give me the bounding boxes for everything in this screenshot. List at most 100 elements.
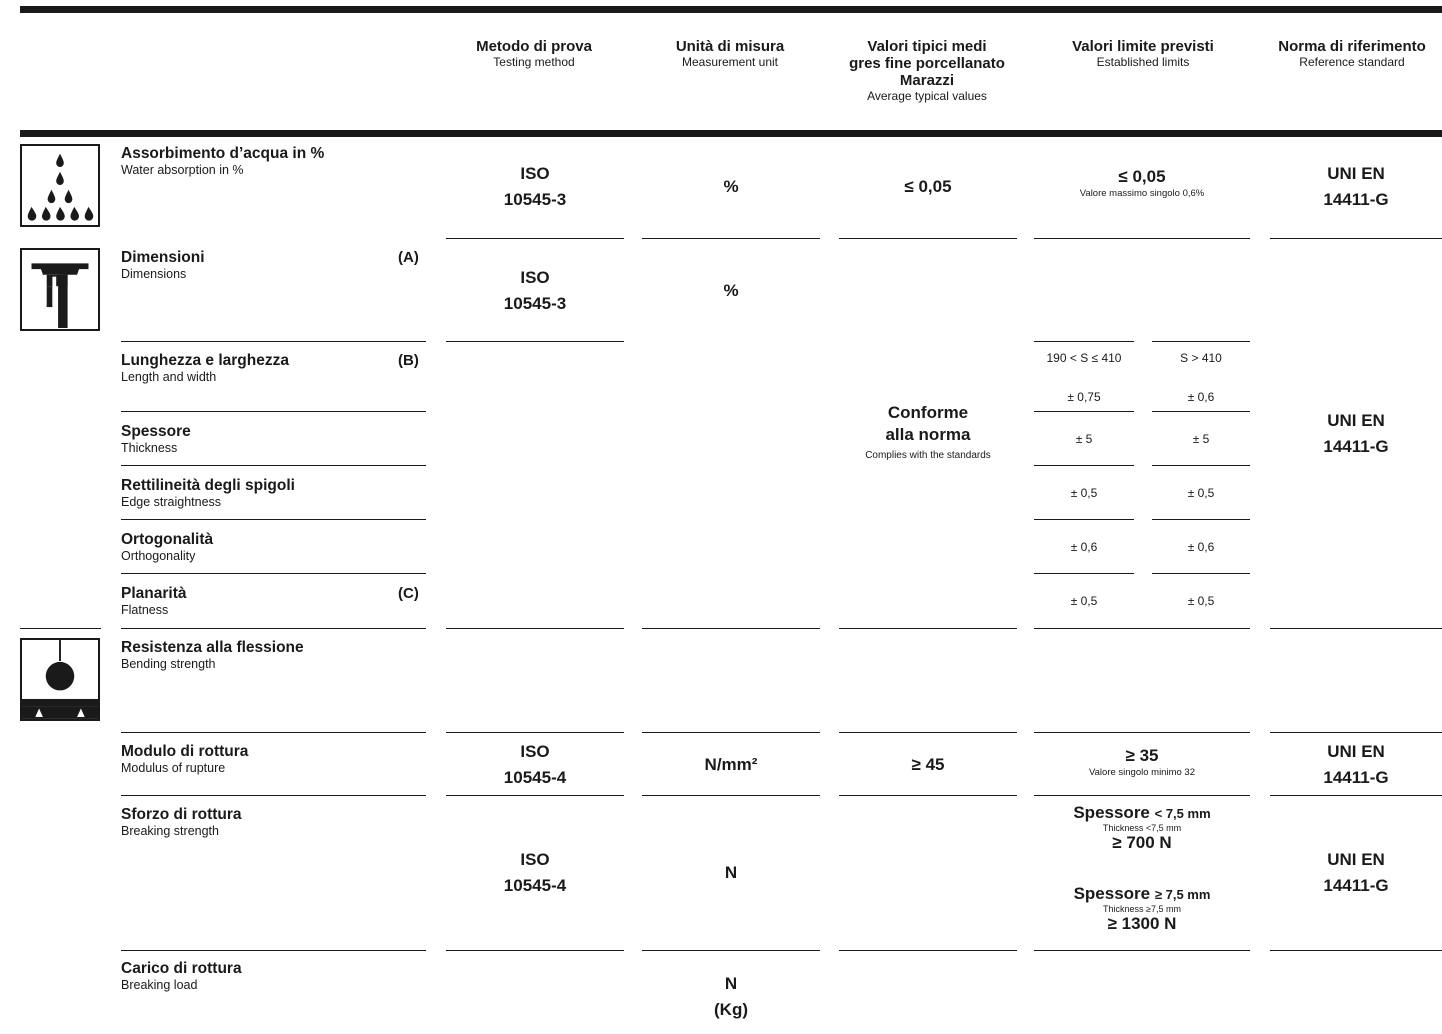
label-bending-strength: Resistenza alla flessione Bending streng… [121,639,304,671]
water-standard: UNI EN 14411-G [1323,164,1389,209]
rule [1034,341,1134,342]
range-edge-2: ± 0,5 [1187,486,1215,500]
range-orthogonality-2: ± 0,6 [1187,540,1215,554]
breaking-load-unit: N (Kg) [714,974,748,1019]
label-edge-straightness: Rettilineità degli spigoli Edge straight… [121,477,295,509]
range-flatness-1: ± 0,5 [1070,594,1098,608]
rule [1152,573,1250,574]
dimensions-unit: % [723,281,739,300]
rule [1034,732,1250,733]
rule [446,732,624,733]
water-unit: % [723,177,739,196]
rule [1034,795,1250,796]
label-orthogonality: Ortogonalità Orthogonality [121,531,214,563]
rule [121,950,426,951]
rule [1152,341,1250,342]
label-length-width: Lunghezza e larghezza Length and width [121,352,289,384]
note-b: (B) [398,352,419,369]
water-typical: ≤ 0,05 [904,177,952,196]
dimensions-method: ISO 10545-3 [503,268,567,313]
rule [1152,519,1250,520]
breaking-strength-limit-a: Spessore < 7,5 mm Thickness <7,5 mm ≥ 70… [1073,803,1211,852]
top-rule [20,6,1442,13]
rule [121,411,426,412]
range-col2: S > 410 [1180,351,1222,365]
header-rule [20,130,1442,137]
rule [121,732,426,733]
header-standard: Norma di riferimento Reference standard [1278,38,1426,69]
modulus-method: ISO 10545-4 [503,742,567,787]
caliper-icon [20,248,100,331]
rule [839,795,1017,796]
rule [642,732,820,733]
range-flatness-2: ± 0,5 [1187,594,1215,608]
rule [1034,519,1134,520]
rule [1034,950,1250,951]
water-drops-icon [20,144,100,227]
rule [1034,628,1250,629]
label-breaking-load: Carico di rottura Breaking load [121,960,242,992]
rule [1270,950,1442,951]
note-c: (C) [398,585,419,602]
range-length-2: ± 0,6 [1187,390,1215,404]
dimensions-standard: UNI EN 14411-G [1323,411,1389,456]
label-water-absorption: Assorbimento d’acqua in % Water absorpti… [121,145,325,177]
rule [1034,573,1134,574]
label-modulus-of-rupture: Modulo di rottura Modulus of rupture [121,743,249,775]
conform-block: Conforme alla norma Complies with the st… [865,403,991,461]
breaking-strength-method: ISO 10545-4 [503,850,567,895]
range-length-1: ± 0,75 [1067,390,1101,404]
rule [121,795,426,796]
label-breaking-strength: Sforzo di rottura Breaking strength [121,806,242,838]
breaking-strength-unit: N [724,863,738,882]
rule [642,238,820,239]
rule [1270,238,1442,239]
rule [121,341,426,342]
modulus-typical: ≥ 45 [911,755,945,774]
rule [446,628,624,629]
rule [1034,465,1134,466]
rule [121,628,426,629]
rule [839,238,1017,239]
range-thickness-1: ± 5 [1075,432,1093,446]
breaking-strength-limit-b: Spessore ≥ 7,5 mm Thickness ≥7,5 mm ≥ 13… [1073,884,1211,933]
water-method: ISO 10545-3 [503,164,567,209]
rule [1152,411,1250,412]
rule [1034,238,1250,239]
rule [839,628,1017,629]
rule [121,519,426,520]
header-typical: Valori tipici medi gres fine porcellanat… [849,38,1005,103]
rule [1034,411,1134,412]
rule [642,628,820,629]
label-dimensions: Dimensioni Dimensions [121,249,205,281]
rule [121,573,426,574]
breaking-strength-standard: UNI EN 14411-G [1323,850,1389,895]
range-edge-1: ± 0,5 [1070,486,1098,500]
rule [839,950,1017,951]
water-limit: ≤ 0,05 Valore massimo singolo 0,6% [1079,167,1205,199]
rule [121,465,426,466]
modulus-limit: ≥ 35 Valore singolo minimo 32 [1089,746,1195,778]
rule [642,795,820,796]
header-method: Metodo di prova Testing method [476,38,592,69]
rule [1152,465,1250,466]
rule [446,795,624,796]
range-thickness-2: ± 5 [1192,432,1210,446]
label-thickness: Spessore Thickness [121,423,191,455]
rule [642,950,820,951]
header-unit: Unità di misura Measurement unit [675,38,785,69]
rule [1270,628,1442,629]
modulus-standard: UNI EN 14411-G [1323,742,1389,787]
rule [20,628,101,629]
rule [839,732,1017,733]
rule [1270,732,1442,733]
note-a: (A) [398,249,419,266]
bending-test-icon [20,638,100,721]
rule [446,341,624,342]
range-col1: 190 < S ≤ 410 [1046,351,1122,365]
rule [1270,795,1442,796]
modulus-unit: N/mm² [704,755,758,774]
rule [446,950,624,951]
header-limits: Valori limite previsti Established limit… [1072,38,1214,69]
label-flatness: Planarità Flatness [121,585,187,617]
